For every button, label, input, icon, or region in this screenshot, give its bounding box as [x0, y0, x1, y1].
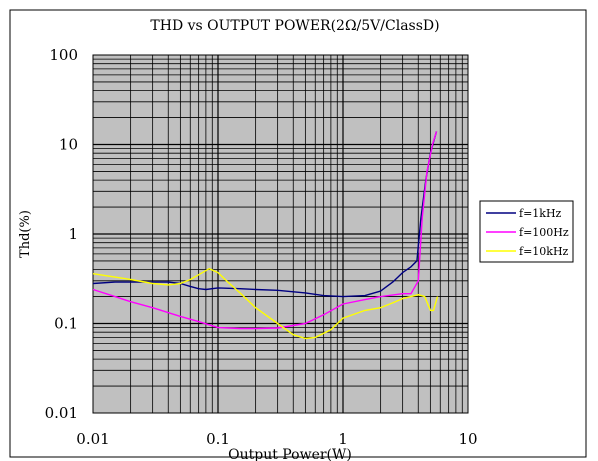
y-tick-label: 100 — [49, 46, 78, 64]
y-tick-label: 0.01 — [45, 404, 78, 422]
x-axis-label: Output Power(W) — [228, 447, 352, 461]
series-line-f-1khz — [92, 131, 438, 298]
legend-label: f=10kHz — [519, 245, 569, 258]
tick-layer: 0.01 0.1 1 10 100 10 1 0.1 0.01 — [45, 46, 478, 448]
legend-items: f=1kHz f=100Hz f=10kHz — [486, 207, 569, 258]
x-tick-label: 10 — [458, 430, 477, 448]
x-tick-label: 1 — [338, 430, 348, 448]
y-axis-label: Thd(%) — [18, 210, 33, 258]
chart-title: THD vs OUTPUT POWER(2Ω/5V/ClassD) — [150, 18, 439, 34]
y-tick-label: 10 — [59, 136, 78, 154]
chart-border — [9, 9, 587, 458]
x-tick-label: 0.01 — [76, 430, 109, 448]
legend-label: f=100Hz — [519, 226, 569, 239]
x-tick-label: 0.1 — [206, 430, 230, 448]
legend: f=1kHz f=100Hz f=10kHz — [479, 200, 574, 263]
y-tick-label: 0.1 — [54, 315, 78, 333]
grid-layer — [93, 55, 468, 413]
series-line-f-100hz — [92, 131, 438, 330]
legend-label: f=1kHz — [519, 207, 562, 220]
y-tick-label: 1 — [68, 225, 78, 243]
series-line-f-10khz — [92, 268, 439, 340]
series-layer — [92, 131, 439, 340]
